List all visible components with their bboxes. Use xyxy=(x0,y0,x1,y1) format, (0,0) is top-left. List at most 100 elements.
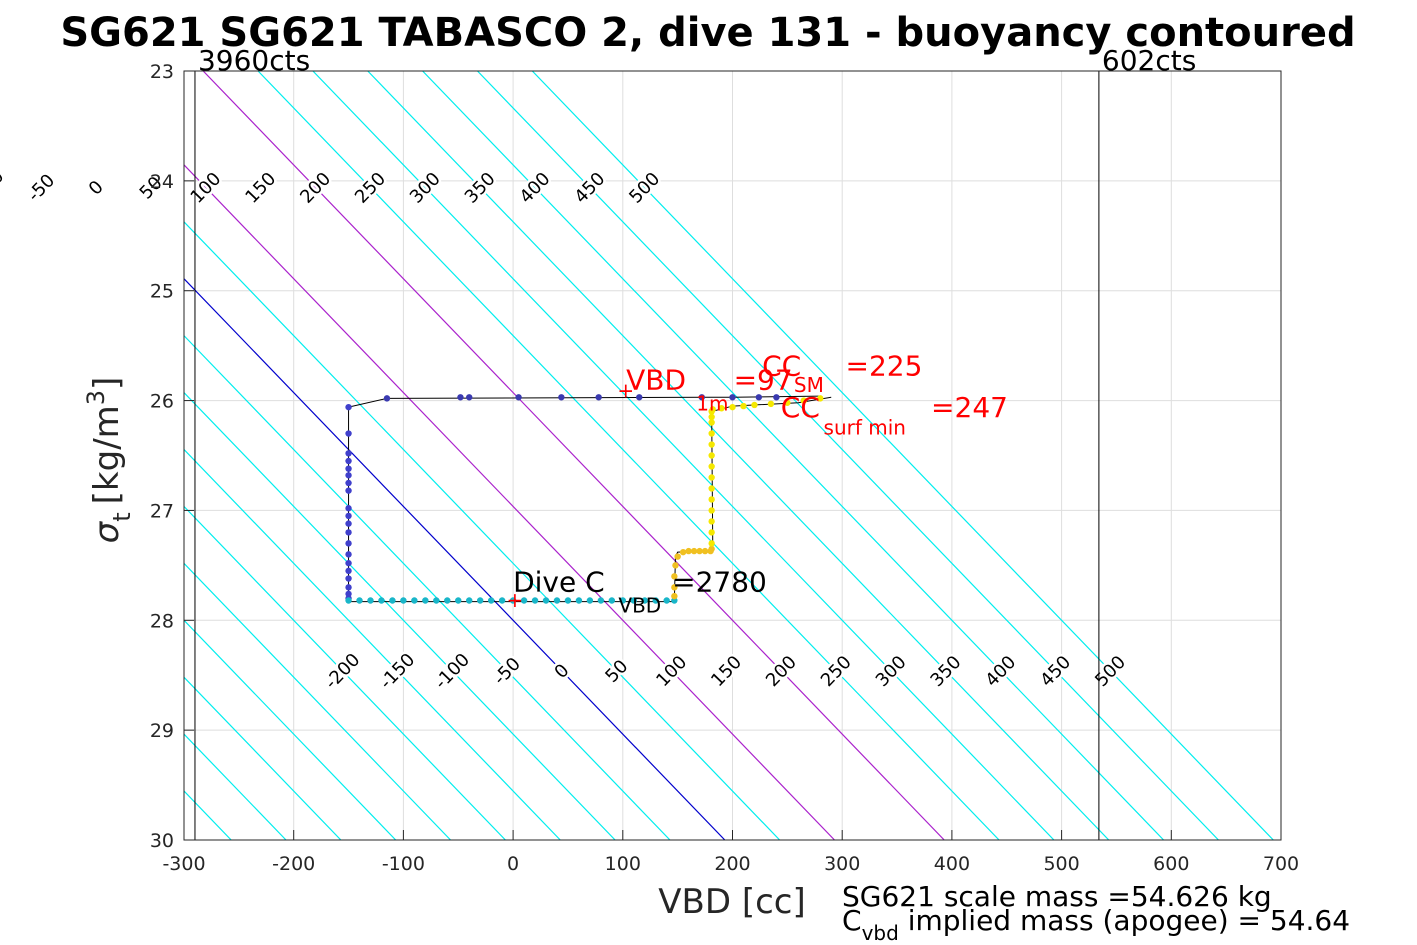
contour-line xyxy=(184,505,506,840)
data-point xyxy=(641,597,648,604)
data-point xyxy=(345,575,352,582)
data-point xyxy=(345,512,352,520)
annotation-text: Dive C xyxy=(513,566,605,599)
data-point xyxy=(345,551,352,558)
y-tick-label: 29 xyxy=(150,720,174,742)
data-point xyxy=(595,394,602,401)
contour-line-magenta xyxy=(202,71,945,840)
data-point xyxy=(708,496,715,503)
data-point xyxy=(740,402,747,410)
y-tick-label: 25 xyxy=(150,281,174,303)
data-point xyxy=(345,450,352,457)
data-point xyxy=(378,597,385,604)
y-axis-label-subscript: t xyxy=(108,512,136,521)
data-point xyxy=(487,597,495,604)
contour-line xyxy=(184,562,452,840)
contour-line xyxy=(184,334,671,840)
y-tick-label: 30 xyxy=(150,830,174,852)
data-point xyxy=(652,597,659,604)
data-point xyxy=(671,573,678,580)
x-tick-label: 700 xyxy=(1263,853,1299,875)
contour-line xyxy=(477,71,1219,840)
data-point xyxy=(345,487,352,494)
data-point xyxy=(542,597,550,604)
x-tick-label: 0 xyxy=(507,853,519,875)
data-point xyxy=(345,457,352,465)
data-point xyxy=(345,529,352,536)
x-tick-label: -100 xyxy=(382,853,425,875)
data-point xyxy=(708,419,715,426)
data-point xyxy=(345,430,352,437)
x-tick-label: 200 xyxy=(714,853,750,875)
data-point xyxy=(708,430,715,437)
data-point xyxy=(586,597,594,604)
annotation-text: CC xyxy=(762,349,801,382)
contour-line xyxy=(531,71,1274,840)
data-point xyxy=(800,397,808,404)
y-axis-label: σt [kg/m3] xyxy=(82,377,136,544)
data-point xyxy=(718,405,725,412)
data-point xyxy=(345,584,352,591)
x-axis-ticks: -300 -200 -100 0 100 200 300 400 500 600 700 xyxy=(162,830,1299,875)
data-point xyxy=(671,597,678,604)
x-tick-label: 100 xyxy=(605,853,641,875)
buoyancy-contours xyxy=(184,71,1274,840)
data-point xyxy=(433,597,440,604)
data-point xyxy=(708,518,715,525)
x-tick-label: 600 xyxy=(1153,853,1189,875)
contour-line xyxy=(184,391,616,840)
data-point xyxy=(564,597,572,604)
x-axis-label: VBD [cc] xyxy=(658,882,806,922)
data-point xyxy=(455,597,462,604)
contour-line xyxy=(184,448,561,840)
annotation-text: surf min xyxy=(824,416,906,440)
data-point xyxy=(708,540,715,547)
x-tick-label: -300 xyxy=(162,853,205,875)
data-point xyxy=(674,553,681,560)
data-point xyxy=(708,529,715,536)
data-point xyxy=(345,472,352,479)
data-point xyxy=(345,479,352,487)
data-point xyxy=(466,597,473,604)
data-point xyxy=(400,597,407,604)
data-point xyxy=(345,465,352,472)
data-point xyxy=(356,597,363,604)
data-point xyxy=(619,597,626,604)
data-point xyxy=(345,567,352,575)
annotation-text: =247 xyxy=(931,391,1008,424)
data-point xyxy=(671,592,678,600)
data-point xyxy=(476,597,484,604)
data-point xyxy=(466,394,473,401)
contour-line xyxy=(184,220,781,840)
contour-label: 0 xyxy=(85,177,108,200)
footer-implied-mass-subscript: vbd xyxy=(862,921,899,945)
contour-line-neutral xyxy=(184,277,726,840)
y-axis-label-symbol: σ xyxy=(87,520,127,543)
footer-implied-mass-suffix: implied mass (apogee) = 54.64 xyxy=(899,904,1350,937)
contour-label: -100 xyxy=(0,166,8,210)
data-point xyxy=(690,547,698,555)
chart-title: SG621 SG621 TABASCO 2, dive 131 - buoyan… xyxy=(60,10,1355,56)
y-tick-label: 28 xyxy=(150,610,174,632)
data-point xyxy=(553,597,561,604)
data-point xyxy=(411,597,418,604)
x-tick-label: 400 xyxy=(934,853,970,875)
annotation-text: + xyxy=(507,588,524,612)
data-point xyxy=(696,547,703,555)
data-point xyxy=(729,403,736,411)
data-point xyxy=(671,584,678,591)
annotation-text: =97 xyxy=(734,364,793,397)
data-point xyxy=(345,559,352,567)
annotation-text: =225 xyxy=(845,349,922,382)
data-point xyxy=(708,463,715,470)
contour-line xyxy=(312,71,1055,840)
contour-line xyxy=(184,619,397,840)
data-point xyxy=(708,474,715,481)
data-point xyxy=(755,394,763,401)
data-point xyxy=(345,590,352,598)
annotation-text: SM xyxy=(794,373,824,397)
data-point xyxy=(685,547,692,555)
annotation-text: CC xyxy=(781,391,820,424)
data-point xyxy=(345,403,352,411)
